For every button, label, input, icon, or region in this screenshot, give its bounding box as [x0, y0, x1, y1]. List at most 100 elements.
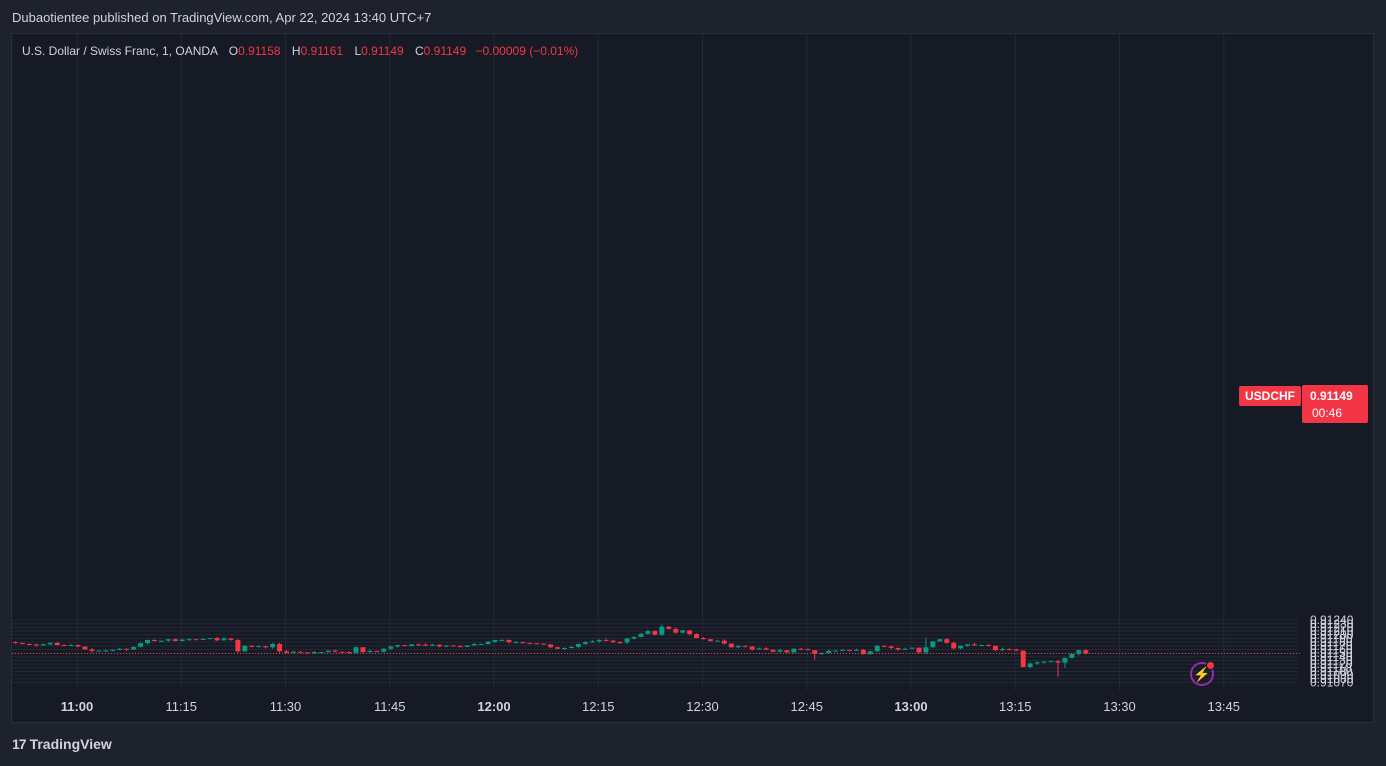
candle-down [972, 644, 978, 646]
last-price-value: 0.91149 [1310, 389, 1353, 403]
candle-down [784, 650, 790, 653]
candle-down [798, 648, 804, 650]
candle-up [464, 645, 470, 647]
close-label: C [414, 44, 424, 58]
candle-up [429, 644, 435, 646]
candle-down [617, 642, 623, 644]
candle-down [944, 639, 950, 643]
candle-up [1062, 657, 1068, 663]
candle-up [1076, 650, 1082, 654]
candle-up [145, 639, 151, 644]
candle-down [33, 644, 39, 646]
candle-down [374, 650, 380, 652]
candle-down [1055, 661, 1061, 663]
candle-down [506, 639, 512, 643]
candle-down [701, 638, 707, 640]
candle-up [631, 636, 637, 639]
candle-down [652, 631, 658, 635]
candle-down [423, 644, 429, 646]
candle-down [603, 639, 609, 641]
candle-up [1034, 662, 1040, 664]
bar-countdown: 00:46 [1312, 406, 1343, 420]
y-tick-label: 0.91190 [1310, 631, 1353, 645]
x-tick-label: 13:30 [1103, 699, 1136, 714]
candle-down [19, 642, 25, 644]
candle-up [596, 639, 602, 642]
candle-up [40, 644, 46, 646]
candle-down [339, 651, 345, 653]
candle-down [228, 638, 234, 640]
candle-up [714, 640, 720, 642]
candle-down [541, 643, 547, 645]
candle-up [965, 644, 971, 646]
candle-up [833, 650, 839, 652]
instrument-title[interactable]: U.S. Dollar / Swiss Franc, 1, OANDA [22, 44, 218, 58]
x-tick-label: 12:30 [686, 699, 719, 714]
change-value: −0.00009 (−0.01%) [475, 44, 579, 58]
y-tick-label: 0.91200 [1310, 628, 1354, 642]
candle-up [117, 648, 123, 650]
candle-up [638, 633, 644, 637]
y-tick-label: 0.91130 [1310, 653, 1353, 667]
candle-down [235, 639, 241, 652]
candle-down [249, 645, 255, 647]
candle-up [562, 648, 568, 650]
close-value: 0.91149 [423, 44, 467, 58]
y-tick-label: 0.91100 [1310, 664, 1353, 678]
candle-up [958, 645, 964, 649]
candle-up [923, 647, 929, 653]
candle-down [457, 646, 463, 648]
y-tick-label: 0.91230 [1310, 617, 1354, 631]
candle-up [568, 646, 574, 649]
candle-down [985, 645, 991, 647]
candle-up [1048, 661, 1054, 663]
candle-up [853, 649, 859, 651]
low-value: 0.91149 [361, 44, 404, 58]
candle-down [555, 647, 561, 649]
candle-down [548, 644, 554, 648]
candle-up [909, 647, 915, 649]
notification-dot [1206, 661, 1215, 670]
candle-up [325, 650, 331, 653]
candle-down [1013, 649, 1019, 651]
open-value: 0.91158 [238, 44, 281, 58]
candle-up [270, 643, 276, 648]
x-tick-label: 11:30 [270, 699, 302, 714]
candle-down [888, 646, 894, 649]
tradingview-logo[interactable]: 17 TradingView [12, 736, 112, 752]
y-tick-label: 0.91140 [1310, 650, 1353, 664]
y-tick-label: 0.91110 [1310, 661, 1352, 675]
candle-up [624, 638, 630, 643]
candle-down [172, 639, 178, 642]
lightning-icon[interactable]: ⚡ [1190, 661, 1215, 686]
candle-up [513, 642, 519, 644]
chart-pane[interactable] [11, 33, 1374, 723]
candle-down [402, 645, 408, 647]
candle-down [360, 647, 366, 653]
candle-up [735, 645, 741, 648]
candle-down [610, 640, 616, 643]
candle-up [47, 642, 53, 645]
candle-down [728, 643, 734, 648]
high-label: H [291, 44, 301, 58]
candle-down [277, 643, 283, 652]
candle-down [666, 626, 672, 629]
candle-down [895, 648, 901, 650]
candle-up [110, 649, 116, 651]
x-tick-label: 12:00 [477, 699, 510, 714]
candle-down [12, 642, 18, 644]
candle-up [937, 639, 943, 642]
candle-up [256, 646, 262, 648]
y-tick-label: 0.91090 [1310, 668, 1354, 682]
y-tick-label: 0.91210 [1310, 624, 1354, 638]
candle-down [673, 628, 679, 633]
candle-up [318, 652, 324, 654]
candle-down [26, 643, 32, 645]
tradingview-logo-icon: 17 [12, 736, 27, 752]
candle-down [916, 647, 922, 653]
candle-down [1006, 649, 1012, 651]
y-tick-label: 0.91220 [1310, 620, 1354, 634]
candle-up [186, 639, 192, 641]
candle-up [1041, 661, 1047, 663]
